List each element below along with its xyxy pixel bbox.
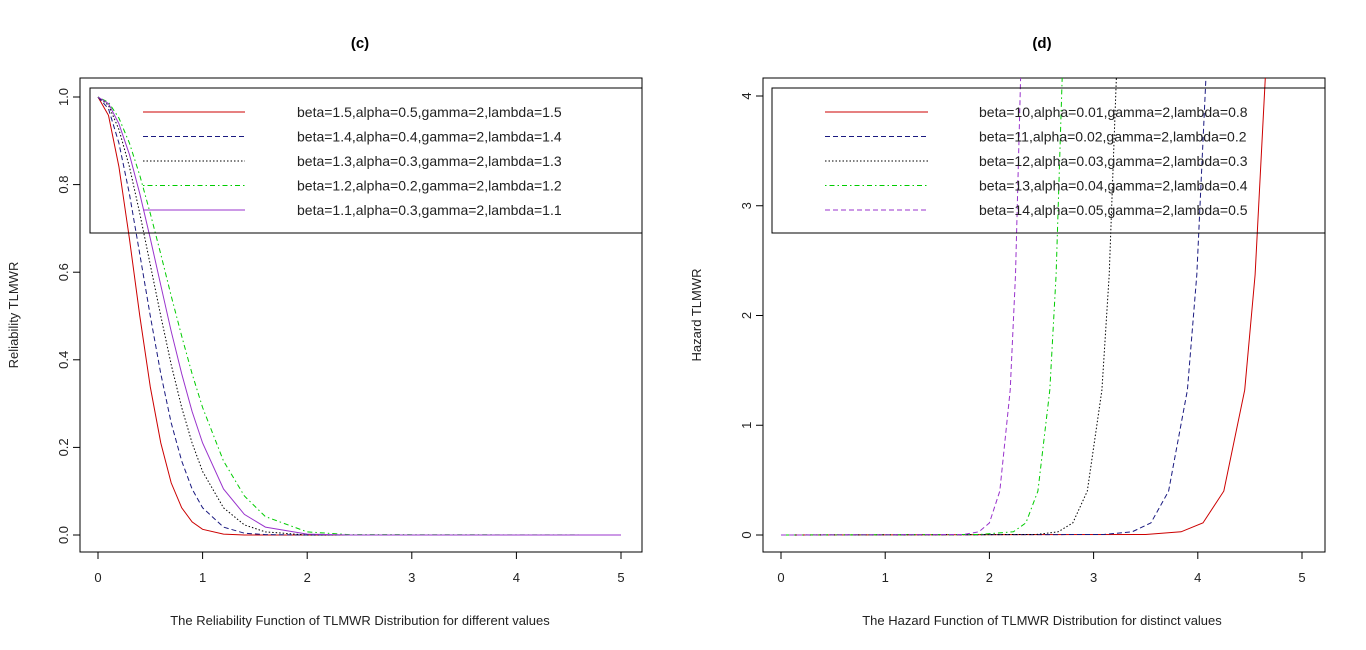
y-tick-label: 3	[739, 202, 754, 209]
y-tick-label: 0	[739, 531, 754, 538]
plot-frame	[79, 77, 643, 553]
reliability-panel: (c) The Reliability Function of TLMWR Di…	[6, 35, 643, 628]
series-line	[780, 78, 1117, 536]
legend: beta=1.5,alpha=0.5,gamma=2,lambda=1.5 bet…	[89, 87, 643, 234]
series-line	[780, 78, 1063, 536]
y-tick-label: 0.0	[56, 526, 71, 544]
x-tick-label: 4	[513, 570, 520, 585]
x-tick-label: 1	[199, 570, 206, 585]
chart-title: (d)	[1032, 35, 1051, 52]
legend-box	[771, 87, 1326, 234]
legend-label: beta=14,alpha=0.05,gamma=2,lambda=0.5	[979, 202, 1248, 218]
y-tick-label: 1.0	[56, 88, 71, 106]
y-tick-label: 1	[739, 422, 754, 429]
legend-label: beta=11,alpha=0.02,gamma=2,lambda=0.2	[979, 129, 1247, 145]
x-tick-label: 3	[1090, 570, 1097, 585]
legend-label: beta=10,alpha=0.01,gamma=2,lambda=0.8	[979, 104, 1248, 120]
series-line	[97, 96, 621, 536]
y-tick-label: 4	[739, 92, 754, 99]
x-tick-label: 5	[1298, 570, 1305, 585]
y-tick-label: 0.2	[56, 438, 71, 456]
legend-label: beta=13,alpha=0.04,gamma=2,lambda=0.4	[979, 178, 1248, 194]
x-tick-label: 5	[617, 570, 624, 585]
y-tick-label: 0.6	[56, 263, 71, 281]
y-tick-label: 0.8	[56, 176, 71, 194]
legend-label: beta=1.4,alpha=0.4,gamma=2,lambda=1.4	[297, 129, 562, 145]
y-tick-label: 0.4	[56, 351, 71, 369]
x-tick-label: 3	[408, 570, 415, 585]
plot-frame	[762, 77, 1326, 553]
legend-label: beta=1.3,alpha=0.3,gamma=2,lambda=1.3	[297, 153, 562, 169]
x-tick-label: 2	[304, 570, 311, 585]
legend-box	[89, 87, 643, 234]
hazard-panel: (d) The Hazard Function of TLMWR Distrib…	[689, 35, 1326, 628]
x-tick-label: 4	[1194, 570, 1201, 585]
series-group	[97, 96, 622, 536]
legend-label: beta=1.2,alpha=0.2,gamma=2,lambda=1.2	[297, 178, 562, 194]
legend-label: beta=12,alpha=0.03,gamma=2,lambda=0.3	[979, 153, 1248, 169]
chart-title: (c)	[351, 35, 369, 52]
series-line	[97, 96, 621, 536]
legend-label: beta=1.1,alpha=0.3,gamma=2,lambda=1.1	[297, 202, 562, 218]
x-tick-label: 1	[882, 570, 889, 585]
series-line	[780, 78, 1022, 536]
x-tick-label: 2	[986, 570, 993, 585]
series-line	[97, 96, 622, 536]
y-axis-label: Reliability TLMWR	[6, 262, 21, 369]
x-axis-label: The Hazard Function of TLMWR Distributio…	[862, 613, 1222, 628]
series-group	[780, 78, 1266, 536]
legend-label: beta=1.5,alpha=0.5,gamma=2,lambda=1.5	[297, 104, 562, 120]
legend: beta=10,alpha=0.01,gamma=2,lambda=0.8 bet…	[771, 87, 1326, 234]
y-axis-label: Hazard TLMWR	[689, 269, 704, 362]
x-axis-label: The Reliability Function of TLMWR Distri…	[170, 613, 550, 628]
x-tick-label: 0	[94, 570, 101, 585]
series-line	[97, 96, 621, 536]
y-tick-label: 2	[739, 312, 754, 319]
x-tick-label: 0	[777, 570, 784, 585]
series-line	[780, 78, 1266, 536]
